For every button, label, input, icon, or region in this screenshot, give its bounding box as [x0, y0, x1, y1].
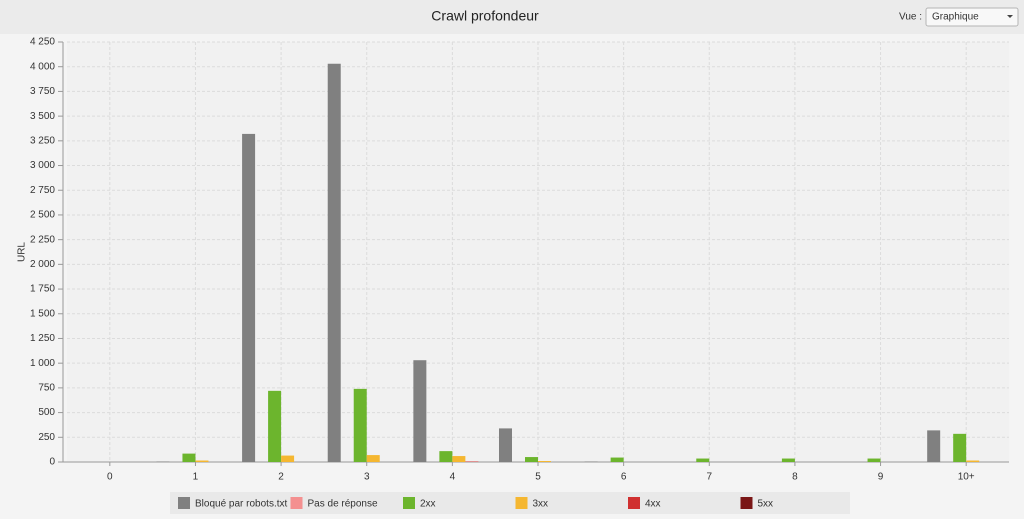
legend-swatch [178, 497, 190, 509]
bar [439, 451, 453, 462]
y-tick-label: 2 750 [30, 185, 55, 196]
y-axis-label: URL [17, 242, 28, 262]
y-tick-label: 1 250 [30, 333, 55, 344]
bar [182, 453, 196, 462]
bar [610, 457, 624, 462]
y-tick-label: 1 750 [30, 284, 55, 295]
bar [413, 360, 427, 462]
bar [366, 455, 380, 462]
legend-swatch [515, 497, 528, 509]
dropdown-arrow [1007, 15, 1013, 18]
bar [966, 460, 980, 462]
bar [953, 433, 967, 462]
legend-label: Bloqué par robots.txt [195, 499, 287, 510]
x-tick-label: 10+ [958, 472, 975, 483]
y-tick-label: 3 250 [30, 135, 55, 146]
legend-swatch [740, 497, 753, 509]
dropdown-box[interactable] [925, 7, 1019, 27]
x-tick-label: 8 [792, 472, 798, 483]
bar [242, 133, 256, 462]
y-tick-label: 1 000 [30, 358, 55, 369]
bar [499, 428, 512, 462]
y-tick-label: 2 250 [30, 234, 55, 245]
y-tick-label: 3 000 [30, 160, 55, 171]
bar [327, 63, 341, 462]
x-tick-label: 6 [621, 472, 627, 483]
legend-label: 3xx [533, 499, 549, 510]
y-tick-label: 4 000 [30, 61, 55, 72]
bar [268, 390, 282, 462]
x-tick-label: 2 [278, 472, 284, 483]
legend-swatch [290, 497, 303, 509]
y-tick-label: 3 500 [30, 111, 55, 122]
y-tick-label: 2 000 [30, 259, 55, 270]
bar [452, 456, 466, 462]
legend-swatch [628, 497, 640, 509]
bar [353, 388, 367, 462]
y-tick-label: 250 [38, 432, 55, 443]
x-tick-label: 4 [450, 472, 456, 483]
chart-title: Crawl profondeur [431, 8, 539, 24]
bar [927, 430, 941, 462]
legend-label: Pas de réponse [308, 499, 378, 510]
view-label: Vue : [899, 12, 922, 23]
x-tick-label: 7 [706, 472, 712, 483]
x-tick-label: 3 [364, 472, 370, 483]
dropdown-value[interactable]: Graphique [932, 12, 979, 23]
y-tick-label: 2 500 [30, 210, 55, 221]
bar [781, 458, 795, 462]
y-tick-label: 500 [38, 407, 55, 418]
legend-label: 2xx [420, 499, 436, 510]
view-dropdown[interactable]: Graphique [925, 7, 1019, 27]
legend-label: 4xx [645, 499, 661, 510]
y-tick-label: 0 [49, 457, 55, 468]
bar [867, 458, 881, 462]
bar [281, 455, 295, 462]
bar [538, 461, 551, 462]
y-tick-label: 1 500 [30, 308, 55, 319]
x-tick-label: 1 [193, 472, 199, 483]
x-tick-label: 9 [878, 472, 884, 483]
legend [170, 492, 850, 514]
bar [696, 458, 710, 462]
bar [525, 457, 538, 462]
x-tick-label: 5 [535, 472, 541, 483]
x-tick-label: 0 [107, 472, 113, 483]
bar [195, 460, 209, 462]
legend-label: 5xx [758, 499, 774, 510]
y-tick-label: 4 250 [30, 37, 55, 48]
y-tick-label: 3 750 [30, 86, 55, 97]
header [0, 0, 1024, 34]
legend-swatch [403, 497, 415, 509]
y-tick-label: 750 [38, 383, 55, 394]
